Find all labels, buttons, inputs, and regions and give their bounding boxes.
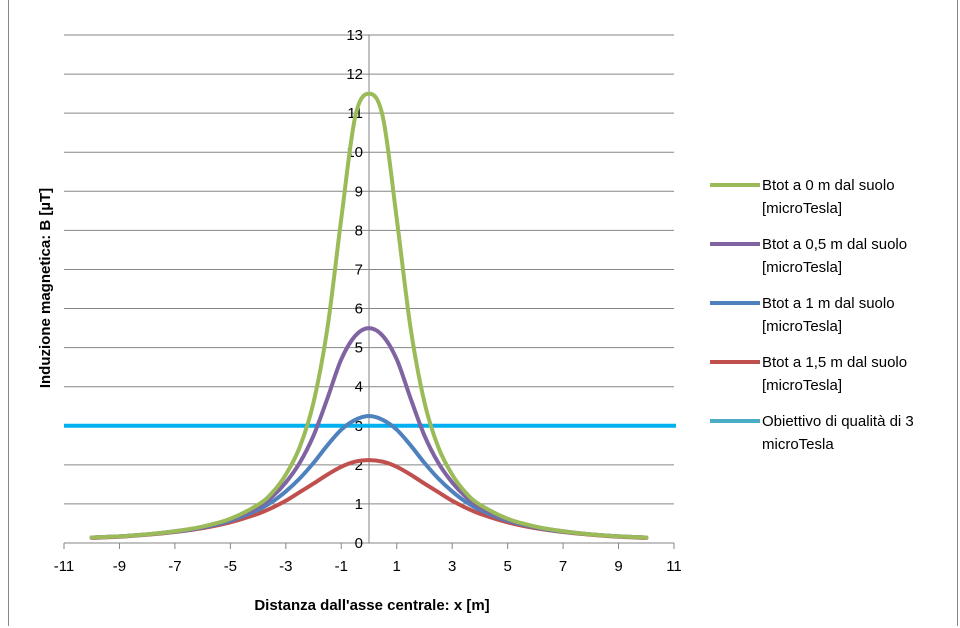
y-tick-label: 7	[355, 261, 363, 278]
x-tick-label: 7	[559, 558, 567, 575]
legend-swatch-series-4	[710, 419, 760, 423]
x-axis-title: Distanza dall'asse centrale: x [m]	[254, 597, 489, 614]
y-axis-title: Induzione magnetica: B [µT]	[37, 188, 54, 388]
legend-label-series-3: Btot a 1,5 m dal suolo [microTesla]	[762, 354, 908, 394]
y-tick-label: 2	[355, 457, 363, 474]
x-tick-label: 11	[666, 558, 682, 575]
legend-item-series-0: Btot a 0 m dal suolo [microTesla]	[710, 174, 955, 220]
series-line-0	[89, 91, 649, 540]
x-tick-label: 5	[503, 558, 511, 575]
y-tick-label: 1	[355, 496, 363, 513]
x-tick-label: -1	[335, 558, 348, 575]
legend-label-series-1: Btot a 0,5 m dal suolo [microTesla]	[762, 236, 908, 276]
x-tick-label: -5	[224, 558, 237, 575]
legend-item-series-3: Btot a 1,5 m dal suolo [microTesla]	[710, 351, 955, 397]
y-tick-label: 9	[355, 183, 363, 200]
legend-label-series-2: Btot a 1 m dal suolo [microTesla]	[762, 295, 895, 335]
legend-item-series-2: Btot a 1 m dal suolo [microTesla]	[710, 292, 955, 338]
x-tick-label: -9	[113, 558, 126, 575]
legend-label-series-0: Btot a 0 m dal suolo [microTesla]	[762, 177, 895, 217]
x-tick-label: -7	[168, 558, 181, 575]
legend-swatch-series-3	[710, 360, 760, 364]
axes	[63, 35, 675, 549]
x-tick-label: 3	[448, 558, 456, 575]
legend-item-series-4: Obiettivo di qualità di 3 microTesla	[710, 410, 955, 456]
y-tick-label: 12	[346, 66, 363, 83]
series-lines	[64, 91, 676, 540]
x-tick-label: 9	[614, 558, 622, 575]
x-tick-label: -11	[54, 558, 75, 575]
y-tick-label: 5	[355, 340, 363, 357]
y-tick-label: 4	[355, 379, 363, 396]
legend-swatch-series-1	[710, 242, 760, 246]
legend-swatch-series-0	[710, 183, 760, 187]
x-tick-label: 1	[393, 558, 401, 575]
y-tick-label: 13	[346, 27, 363, 44]
y-tick-label: 0	[355, 535, 363, 552]
legend: Btot a 0 m dal suolo [microTesla] Btot a…	[710, 174, 955, 469]
x-tick-label: -3	[279, 558, 292, 575]
y-tick-label: 6	[355, 301, 363, 318]
y-tick-label: 8	[355, 222, 363, 239]
chart-frame	[8, 0, 958, 626]
legend-swatch-series-2	[710, 301, 760, 305]
legend-label-series-4: Obiettivo di qualità di 3 microTesla	[762, 413, 914, 453]
legend-item-series-1: Btot a 0,5 m dal suolo [microTesla]	[710, 233, 955, 279]
